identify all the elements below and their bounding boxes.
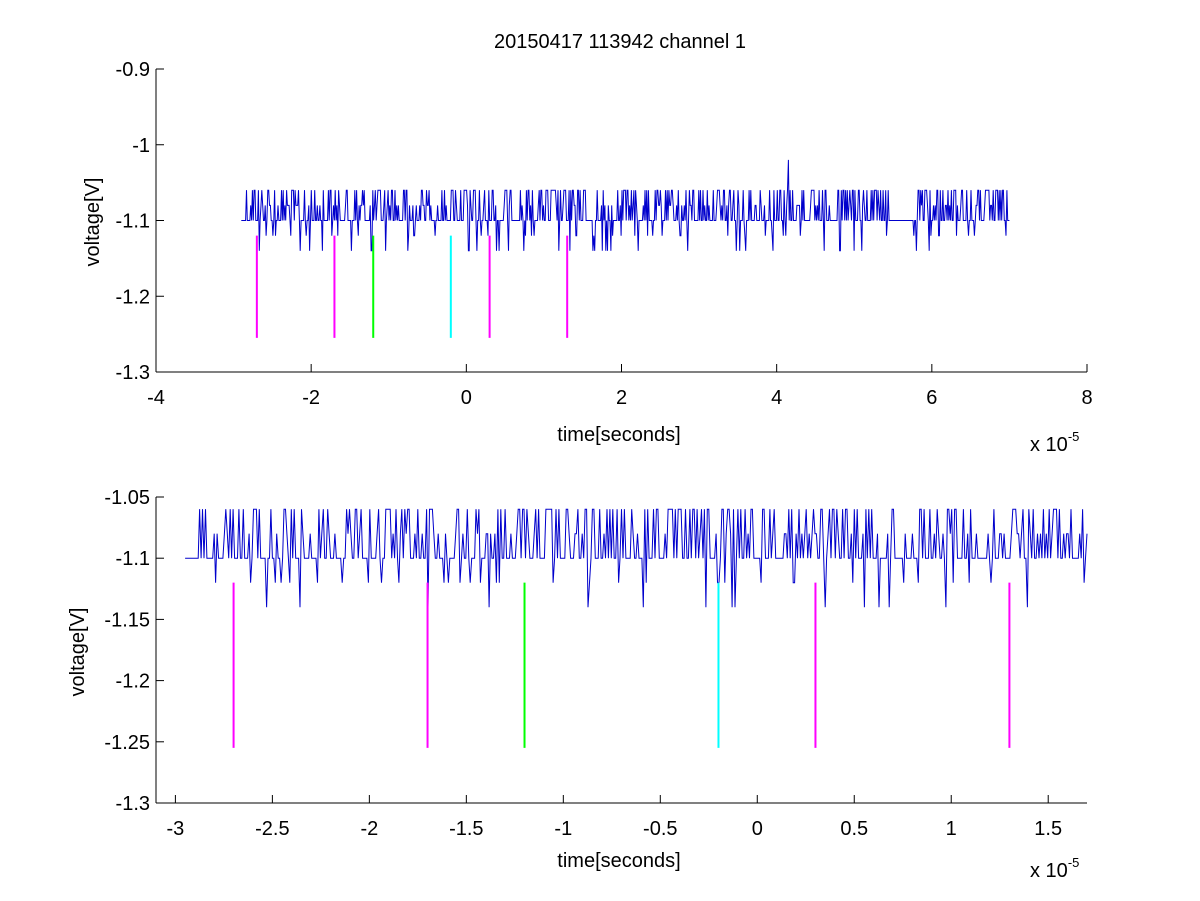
signal-line bbox=[185, 508, 1088, 608]
x-tick-label: -2 bbox=[360, 818, 378, 840]
x-tick-label: 8 bbox=[1081, 387, 1092, 409]
x-tick-label: -0.5 bbox=[643, 818, 677, 840]
x-tick-label: 0.5 bbox=[840, 818, 868, 840]
y-tick-label: -1 bbox=[132, 135, 150, 157]
x-tick-label: -2.5 bbox=[255, 818, 289, 840]
top-signal-trace bbox=[241, 159, 1010, 252]
x-tick-label: 6 bbox=[926, 387, 937, 409]
top-x-exponent-base: x 10 bbox=[1030, 434, 1068, 456]
x-tick-label: 1 bbox=[946, 818, 957, 840]
top-x-axis-label: time[seconds] bbox=[557, 424, 680, 446]
y-tick-label: -1.3 bbox=[116, 793, 150, 815]
bottom-x-exponent: x 10-5 bbox=[1030, 855, 1079, 882]
y-tick-label: -1.3 bbox=[116, 362, 150, 384]
x-tick-label: 0 bbox=[461, 387, 472, 409]
top-y-axis-label: voltage[V] bbox=[82, 178, 104, 267]
bottom-signal-trace bbox=[185, 508, 1088, 608]
y-tick-label: -1.05 bbox=[104, 487, 150, 509]
y-tick-label: -1.2 bbox=[116, 671, 150, 693]
y-tick-label: -1.15 bbox=[104, 609, 150, 631]
bottom-x-exponent-base: x 10 bbox=[1030, 860, 1068, 882]
top-x-exponent: x 10-5 bbox=[1030, 429, 1079, 456]
chart-title: 20150417 113942 channel 1 bbox=[494, 31, 746, 53]
y-tick-label: -1.1 bbox=[116, 211, 150, 233]
top-axes: -4 -2 0 2 4 6 8 -1.3 -1.2 -1.1 -1 -0.9 bbox=[116, 59, 1093, 409]
bottom-x-axis-label: time[seconds] bbox=[557, 850, 680, 872]
y-tick-label: -1.25 bbox=[104, 732, 150, 754]
x-tick-label: -3 bbox=[166, 818, 184, 840]
signal-line bbox=[241, 159, 1010, 252]
x-tick-label: -1.5 bbox=[449, 818, 483, 840]
bottom-axes: -3 -2.5 -2 -1.5 -1 -0.5 0 0.5 1 1.5 -1.3 -1.25 -1.2 -… bbox=[104, 487, 1087, 840]
x-tick-label: 1.5 bbox=[1034, 818, 1062, 840]
x-tick-label: -4 bbox=[147, 387, 165, 409]
x-tick-label: 2 bbox=[616, 387, 627, 409]
top-plot: 20150417 113942 channel 1 -4 -2 0 2 4 6 8-1.3-… bbox=[82, 31, 1093, 456]
bottom-markers bbox=[232, 582, 1011, 748]
bottom-x-exponent-power: -5 bbox=[1068, 855, 1080, 870]
y-tick-label: -0.9 bbox=[116, 59, 150, 81]
x-tick-label: -2 bbox=[302, 387, 320, 409]
x-tick-label: 4 bbox=[771, 387, 782, 409]
top-markers bbox=[255, 235, 569, 338]
top-x-exponent-power: -5 bbox=[1068, 429, 1080, 444]
y-tick-label: -1.1 bbox=[116, 548, 150, 570]
x-tick-label: 0 bbox=[752, 818, 763, 840]
bottom-plot: -3 -2.5 -2 -1.5 -1 -0.5 0 0.5 1 1.5 -1.3 -1.25 -1.2 -… bbox=[67, 487, 1088, 882]
x-tick-label: -1 bbox=[554, 818, 572, 840]
bottom-y-axis-label: voltage[V] bbox=[67, 608, 89, 697]
y-tick-label: -1.2 bbox=[116, 286, 150, 308]
